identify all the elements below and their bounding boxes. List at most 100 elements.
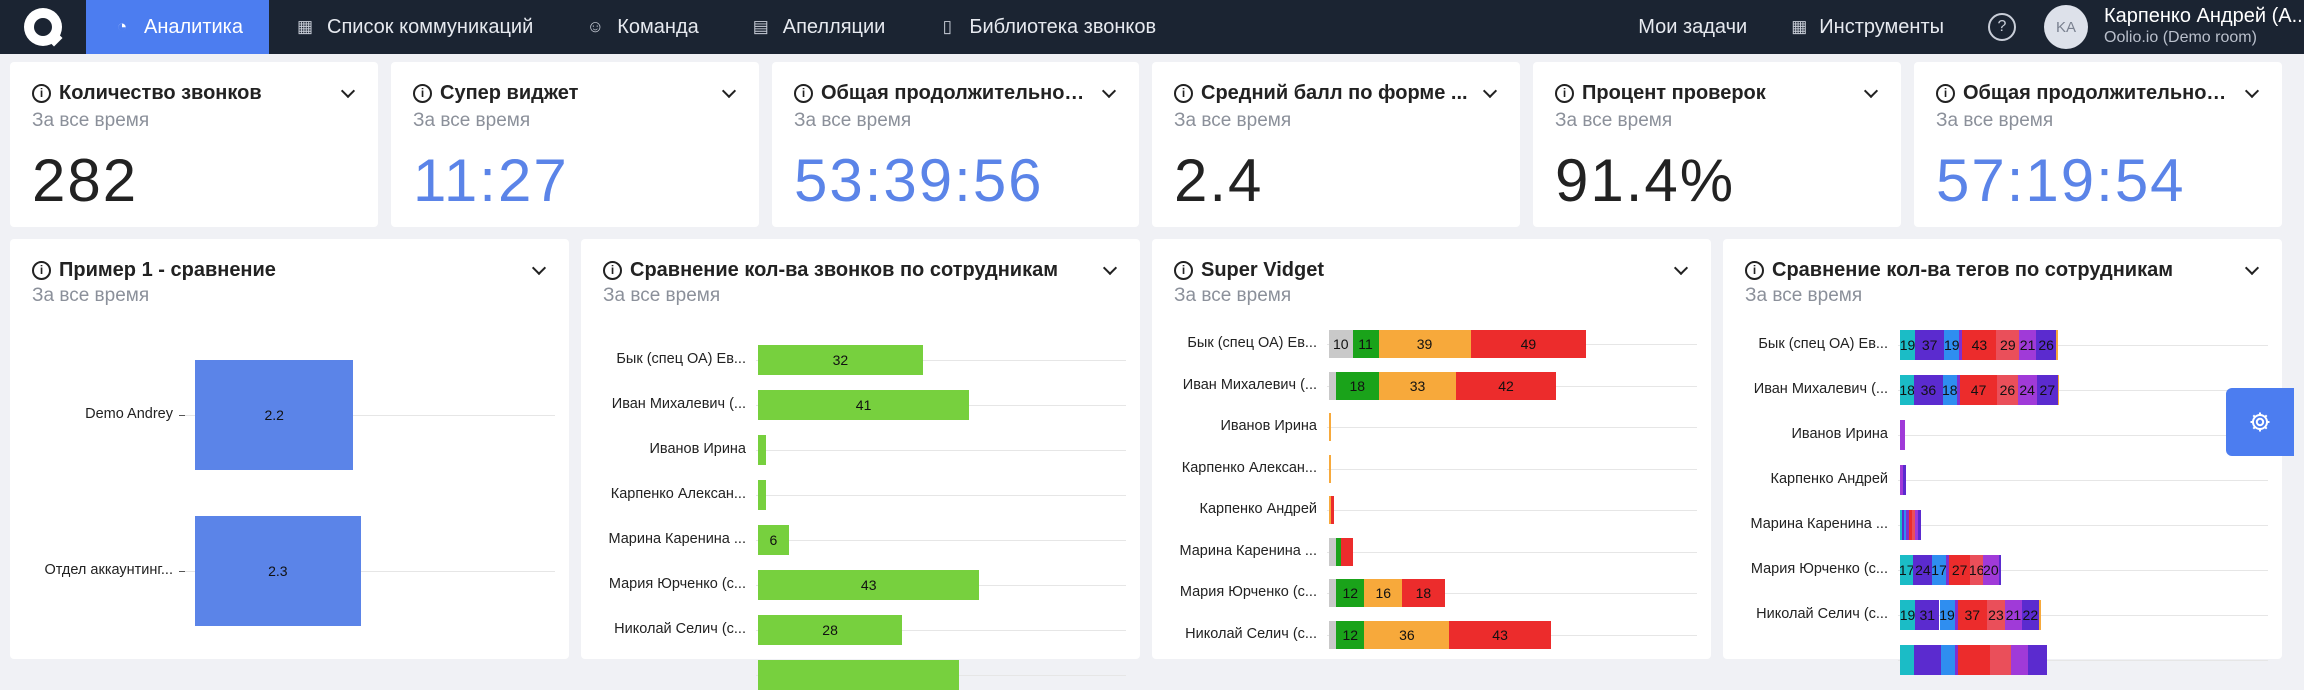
info-icon[interactable]: i (1174, 83, 1193, 103)
period-label: За все время (603, 285, 721, 306)
chevron-down-icon[interactable] (1099, 83, 1119, 103)
bar-segment: 36 (1364, 620, 1450, 649)
gear-icon (2250, 412, 2270, 432)
card-title: Сравнение кол-ва звонков по сотрудникам (630, 258, 1059, 281)
info-icon[interactable]: i (1745, 260, 1764, 280)
bar-segment (1998, 555, 2002, 585)
gridline (756, 360, 1126, 361)
bar-segment: 18 (1900, 375, 1915, 405)
category-label: Мария Юрченко (с... (1179, 584, 1317, 600)
chevron-down-icon[interactable] (2242, 83, 2262, 103)
chevron-down-icon[interactable] (1671, 260, 1691, 280)
gridline (1327, 593, 1697, 594)
kpi-value: 53:39:56 (794, 147, 1044, 214)
category-label: Марина Каренина ... (608, 531, 746, 547)
gridline (1898, 525, 2268, 526)
chevron-down-icon[interactable] (1480, 83, 1500, 103)
user-name: Карпенко Андрей (А... (2104, 6, 2304, 27)
bar-segment (1329, 371, 1337, 400)
info-icon[interactable]: i (1555, 83, 1574, 103)
nav-item-3[interactable]: ▤ Апелляции (725, 0, 912, 54)
team-icon: ☺ (586, 17, 604, 36)
gridline (1898, 570, 2268, 571)
nav-item-1[interactable]: ▦ Список коммуникаций (269, 0, 559, 54)
info-icon[interactable]: i (1174, 260, 1193, 280)
tools-menu[interactable]: ▦ Инструменты (1769, 16, 1966, 39)
bar: 6 (758, 525, 789, 555)
chevron-down-icon[interactable] (719, 83, 739, 103)
bar-segment (1900, 465, 1904, 495)
bar-segment (1915, 510, 1919, 540)
bar-segment: 21 (2019, 330, 2036, 360)
kpi-card: i Средний балл по форме ... За все время 2.… (1152, 62, 1520, 227)
bar-segment: 17 (1900, 555, 1914, 585)
nav-item-0[interactable]: ◔ Аналитика (86, 0, 269, 54)
library-icon: ▯ (942, 17, 953, 36)
appeal-icon: ▤ (752, 17, 769, 36)
bar-segment: 12 (1336, 579, 1365, 607)
period-label: За все время (1936, 110, 2054, 131)
period-label: За все время (32, 110, 150, 131)
bar-segment (1941, 645, 1956, 675)
chevron-down-icon[interactable] (529, 260, 549, 280)
info-icon[interactable]: i (413, 83, 432, 103)
bar-segment (2027, 645, 2047, 675)
chevron-down-icon[interactable] (1100, 260, 1120, 280)
avatar[interactable]: KA (2044, 5, 2088, 49)
chevron-down-icon[interactable] (338, 83, 358, 103)
gridline (1898, 390, 2268, 391)
nav-item-2[interactable]: ☺ Команда (559, 0, 724, 54)
user-menu[interactable]: Карпенко Андрей (А... Oolio.io (Demo roo… (2104, 6, 2304, 48)
bar-segment: 19 (1900, 330, 1915, 360)
bar-segment: 26 (2035, 330, 2057, 360)
bar: 43 (758, 570, 980, 600)
bar-segment (1331, 496, 1334, 524)
bar-segment (1918, 510, 1922, 540)
help-icon[interactable]: ? (1988, 13, 2016, 41)
bar-segment (1336, 537, 1341, 566)
bar-segment (1900, 510, 1902, 540)
bar-segment (1340, 537, 1353, 566)
bar-segment: 19 (1944, 330, 1960, 360)
settings-button[interactable] (2226, 388, 2294, 456)
chevron-down-icon[interactable] (2242, 260, 2262, 280)
kpi-card: i Процент проверок За все время 91.4% (1533, 62, 1901, 227)
period-label: За все время (794, 110, 912, 131)
nav-item-4[interactable]: ▯ Библиотека звонков (911, 0, 1182, 54)
category-label: Иван Михалевич (... (611, 396, 746, 412)
bar-segment (1329, 454, 1332, 483)
bar-segment: 37 (1915, 330, 1945, 360)
bar-segment: 47 (1960, 375, 1998, 405)
main-nav: ◔ Аналитика ▦ Список коммуникаций ☺ Команда ▤ А… (86, 0, 1182, 54)
tools-label: Инструменты (1819, 15, 1944, 38)
bar-segment: 12 (1336, 620, 1365, 649)
kpi-value: 2.4 (1174, 147, 1264, 214)
info-icon[interactable]: i (603, 260, 622, 280)
bar-segment (1329, 579, 1337, 607)
info-icon[interactable]: i (32, 260, 51, 280)
info-icon[interactable]: i (32, 83, 51, 103)
kpi-value: 11:27 (413, 147, 569, 214)
category-label: Николай Селич (с... (614, 621, 746, 637)
info-icon[interactable]: i (794, 83, 813, 103)
bar-segment (1911, 510, 1915, 540)
bar-segment: 39 (1378, 330, 1471, 358)
grid-icon: ▦ (1791, 17, 1808, 36)
kpi-value: 91.4% (1555, 147, 1736, 214)
category-label: Карпенко Андрей (1199, 501, 1317, 517)
app-logo[interactable] (0, 0, 86, 54)
category-label: Иван Михалевич (... (1753, 381, 1888, 397)
my-tasks-link[interactable]: Мои задачи (1616, 16, 1769, 39)
bar-segment: 19 (1900, 600, 1915, 630)
category-label: Карпенко Андрей (1770, 471, 1888, 487)
info-icon[interactable]: i (1936, 83, 1955, 103)
bar-segment: 18 (1402, 579, 1445, 607)
period-label: За все время (1555, 110, 1673, 131)
kpi-card: i Общая продолжительнос... За все время 53:… (772, 62, 1139, 227)
tick-mark (179, 415, 185, 416)
bar-segment: 27 (2036, 375, 2058, 405)
bar-segment (1908, 510, 1912, 540)
chevron-down-icon[interactable] (1861, 83, 1881, 103)
category-label: Иванов Ирина (1220, 418, 1318, 434)
gridline (1327, 468, 1697, 470)
